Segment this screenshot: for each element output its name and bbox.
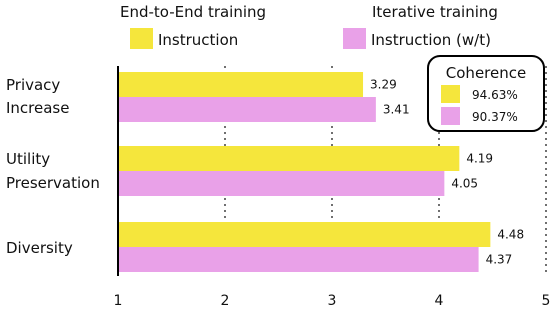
category-label-2-0: Diversity <box>6 239 73 257</box>
category-label-0-1: Increase <box>6 99 69 117</box>
category-label-1-1: Preservation <box>6 174 100 192</box>
data-label-1-0: 3.41 <box>383 103 410 117</box>
category-label-0-0: Privacy <box>6 76 60 94</box>
legend-group-header-iterative: Iterative training <box>372 3 498 21</box>
x-tick-label-4: 4 <box>435 293 444 309</box>
x-tick-label-3: 3 <box>328 293 337 309</box>
coherence-box: Coherence 94.63% 90.37% <box>427 55 545 132</box>
legend: End-to-End training Instruction Iterativ… <box>120 3 498 49</box>
coherence-value-0: 94.63% <box>472 88 518 102</box>
data-label-1-1: 4.05 <box>451 177 478 191</box>
x-tick-label-5: 5 <box>542 293 551 309</box>
coherence-swatch-0 <box>441 85 460 103</box>
legend-swatch-instruction-wt <box>343 28 366 49</box>
data-label-1-2: 4.37 <box>486 253 513 267</box>
legend-label-instruction-wt: Instruction (w/t) <box>371 31 491 49</box>
coherence-swatch-1 <box>441 107 460 125</box>
bar-instruction-1 <box>118 146 460 171</box>
category-labels: Privacy Increase Utility Preservation Divers… <box>6 76 100 257</box>
x-tick-label-2: 2 <box>221 293 230 309</box>
legend-swatch-instruction <box>130 28 153 49</box>
data-label-0-1: 4.19 <box>466 152 493 166</box>
legend-group-header-end-to-end: End-to-End training <box>120 3 266 21</box>
bar-instruction-0 <box>118 72 364 97</box>
x-axis: 1 2 3 4 5 <box>114 66 551 309</box>
bar-instruction-2 <box>118 222 491 247</box>
data-label-0-2: 4.48 <box>497 228 524 242</box>
legend-label-instruction: Instruction <box>158 31 238 49</box>
bar-instruction-wt-0 <box>118 97 376 122</box>
category-label-1-0: Utility <box>6 150 50 168</box>
coherence-value-1: 90.37% <box>472 110 518 124</box>
bar-instruction-wt-1 <box>118 171 445 196</box>
bars: 3.29 3.41 4.19 4.05 4.48 4.37 <box>118 72 524 272</box>
x-tick-label-1: 1 <box>114 293 123 309</box>
bar-instruction-wt-2 <box>118 247 479 272</box>
coherence-title: Coherence <box>446 64 526 82</box>
data-label-0-0: 3.29 <box>370 78 397 92</box>
